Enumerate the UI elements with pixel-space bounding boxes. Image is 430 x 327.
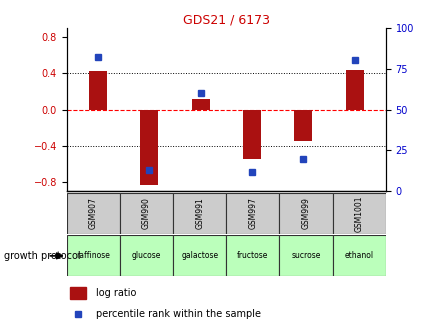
Bar: [345, 71, 363, 110]
Bar: [89, 71, 107, 110]
Text: ethanol: ethanol: [344, 251, 373, 260]
Text: GSM999: GSM999: [301, 198, 310, 229]
Text: GSM990: GSM990: [142, 198, 150, 229]
Bar: [67, 193, 120, 234]
Bar: [332, 193, 385, 234]
Text: growth protocol: growth protocol: [4, 251, 81, 261]
Bar: [120, 193, 173, 234]
Bar: [173, 193, 226, 234]
Bar: [67, 235, 120, 276]
Bar: [243, 110, 261, 159]
Text: GSM907: GSM907: [89, 198, 98, 229]
Bar: [226, 235, 279, 276]
Bar: [279, 193, 332, 234]
Bar: [191, 99, 209, 110]
Bar: [332, 235, 385, 276]
Text: fructose: fructose: [237, 251, 268, 260]
Bar: [140, 110, 158, 185]
Bar: [226, 193, 279, 234]
Text: sucrose: sucrose: [291, 251, 320, 260]
Text: GSM1001: GSM1001: [354, 195, 363, 232]
Text: raffinose: raffinose: [76, 251, 110, 260]
Bar: [70, 287, 86, 299]
Text: GSM991: GSM991: [195, 198, 204, 229]
Bar: [120, 235, 173, 276]
Text: log ratio: log ratio: [95, 288, 135, 298]
Title: GDS21 / 6173: GDS21 / 6173: [182, 14, 269, 26]
Bar: [279, 235, 332, 276]
Bar: [173, 235, 226, 276]
Bar: [294, 110, 312, 141]
Text: galactose: galactose: [181, 251, 218, 260]
Text: GSM997: GSM997: [248, 198, 257, 229]
Text: glucose: glucose: [132, 251, 161, 260]
Text: percentile rank within the sample: percentile rank within the sample: [95, 309, 260, 319]
